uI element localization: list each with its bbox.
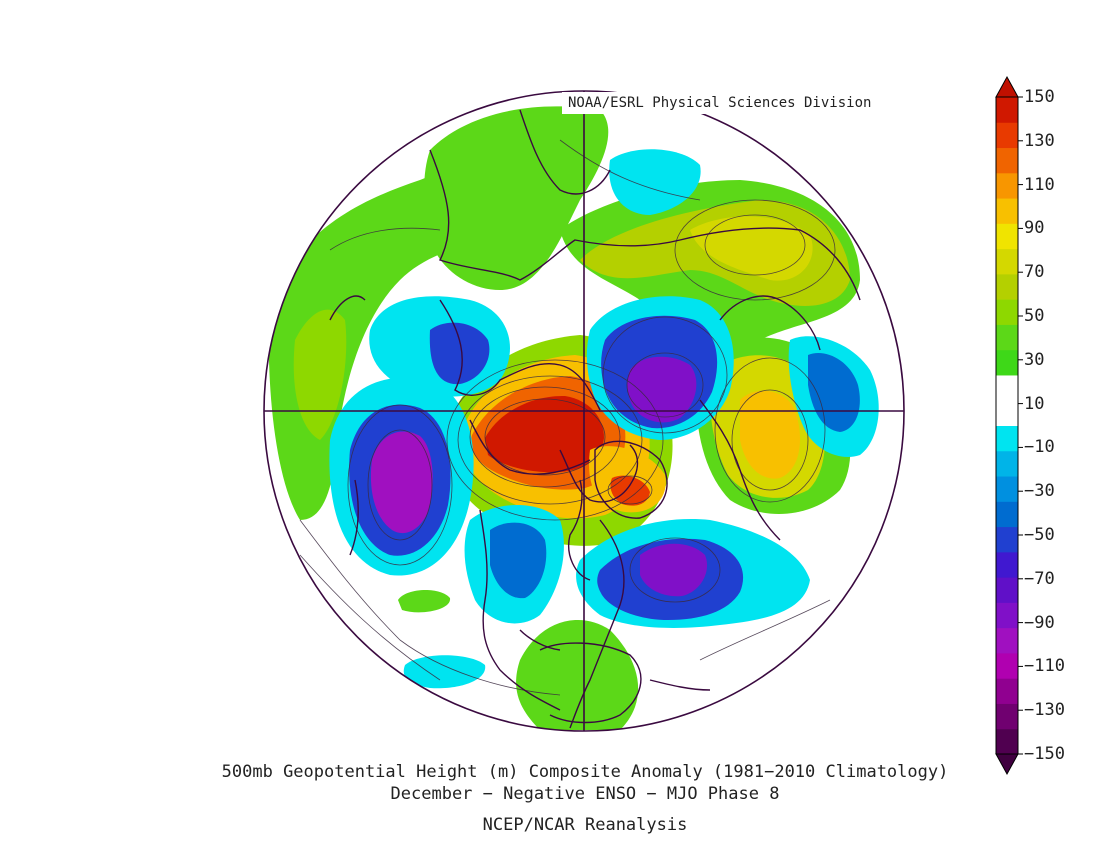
trough-eastern-north-america-core bbox=[640, 543, 708, 597]
trough-east-asia bbox=[609, 149, 701, 215]
colorbar-min-arrow bbox=[995, 753, 1019, 776]
colorbar-swatch bbox=[996, 577, 1018, 603]
coastlines bbox=[329, 109, 861, 729]
colorbar-swatch bbox=[996, 273, 1018, 300]
positive-field-hawaii bbox=[398, 589, 451, 613]
colorbar-swatch bbox=[996, 248, 1018, 275]
colorbar-swatch bbox=[996, 97, 1018, 123]
colorbar-label: 70 bbox=[1024, 262, 1045, 283]
colorbar-swatch bbox=[996, 349, 1018, 376]
ridge-greenland-core bbox=[610, 475, 650, 506]
colorbar-label: −130 bbox=[1024, 700, 1065, 721]
colorbar-swatch bbox=[996, 172, 1018, 199]
ridge-siberia-core bbox=[740, 390, 800, 479]
colorbar-label: 90 bbox=[1024, 218, 1045, 239]
trough-western-us-core bbox=[490, 522, 547, 599]
positive-field-pacific-core bbox=[293, 309, 347, 440]
trough-central-asia-core bbox=[808, 353, 860, 432]
colorbar-swatch bbox=[996, 299, 1018, 325]
colorbar-swatch bbox=[996, 324, 1018, 351]
colorbar-label: −30 bbox=[1024, 481, 1055, 502]
colorbar-swatch bbox=[996, 602, 1018, 629]
colorbar-label: −10 bbox=[1024, 437, 1055, 458]
colorbar-swatch bbox=[996, 223, 1018, 250]
positive-field-arctic-asia bbox=[424, 106, 609, 290]
trough-western-canada-core bbox=[429, 322, 490, 385]
colorbar-swatch bbox=[996, 703, 1018, 730]
colorbar-label: 50 bbox=[1024, 306, 1045, 326]
colorbar-swatch bbox=[996, 374, 1018, 401]
colorbar-label: −50 bbox=[1024, 525, 1055, 545]
colorbar-swatch bbox=[996, 526, 1018, 553]
colorbar-label: 150 bbox=[1024, 87, 1055, 107]
trough-western-russia-core bbox=[627, 356, 697, 423]
colorbar-label: 10 bbox=[1024, 393, 1045, 414]
colorbar-swatch bbox=[996, 551, 1018, 578]
colorbar-label: 110 bbox=[1024, 174, 1055, 195]
colorbar-swatch bbox=[996, 652, 1018, 679]
colorbar-swatch bbox=[996, 627, 1018, 654]
colorbar-label: −110 bbox=[1024, 656, 1065, 677]
credit-label: NOAA/ESRL Physical Sciences Division bbox=[562, 92, 902, 114]
contour-lines bbox=[299, 139, 836, 696]
anomaly-field bbox=[264, 91, 904, 731]
colorbar-max-arrow bbox=[995, 75, 1019, 98]
colorbar-swatch bbox=[996, 400, 1018, 426]
colorbar-label: 130 bbox=[1024, 130, 1055, 151]
caption-title: 500mb Geopotential Height (m) Composite … bbox=[221, 762, 949, 782]
trough-east-asia-2 bbox=[403, 655, 486, 689]
colorbar-label: −150 bbox=[1024, 744, 1065, 764]
colorbar-swatch bbox=[996, 450, 1018, 477]
colorbar-swatch bbox=[996, 425, 1018, 452]
caption-source: NCEP/NCAR Reanalysis bbox=[482, 815, 688, 835]
colorbar-swatch bbox=[996, 122, 1018, 149]
colorbar-swatch bbox=[996, 678, 1018, 704]
trough-north-pacific-core bbox=[370, 431, 433, 534]
colorbar-swatch bbox=[996, 476, 1018, 502]
colorbar-label: 30 bbox=[1024, 349, 1045, 370]
colorbar-swatch bbox=[996, 198, 1018, 224]
colorbar bbox=[995, 75, 1023, 776]
colorbar-swatch bbox=[996, 501, 1018, 528]
colorbar-label: −90 bbox=[1024, 612, 1055, 633]
colorbar-label: −70 bbox=[1024, 568, 1055, 589]
hemisphere-border bbox=[263, 90, 905, 732]
caption-subtitle: December − Negative ENSO − MJO Phase 8 bbox=[390, 784, 780, 804]
ridge-alaska-core bbox=[485, 395, 604, 473]
colorbar-swatch bbox=[996, 147, 1018, 174]
colorbar-swatch bbox=[996, 728, 1018, 755]
